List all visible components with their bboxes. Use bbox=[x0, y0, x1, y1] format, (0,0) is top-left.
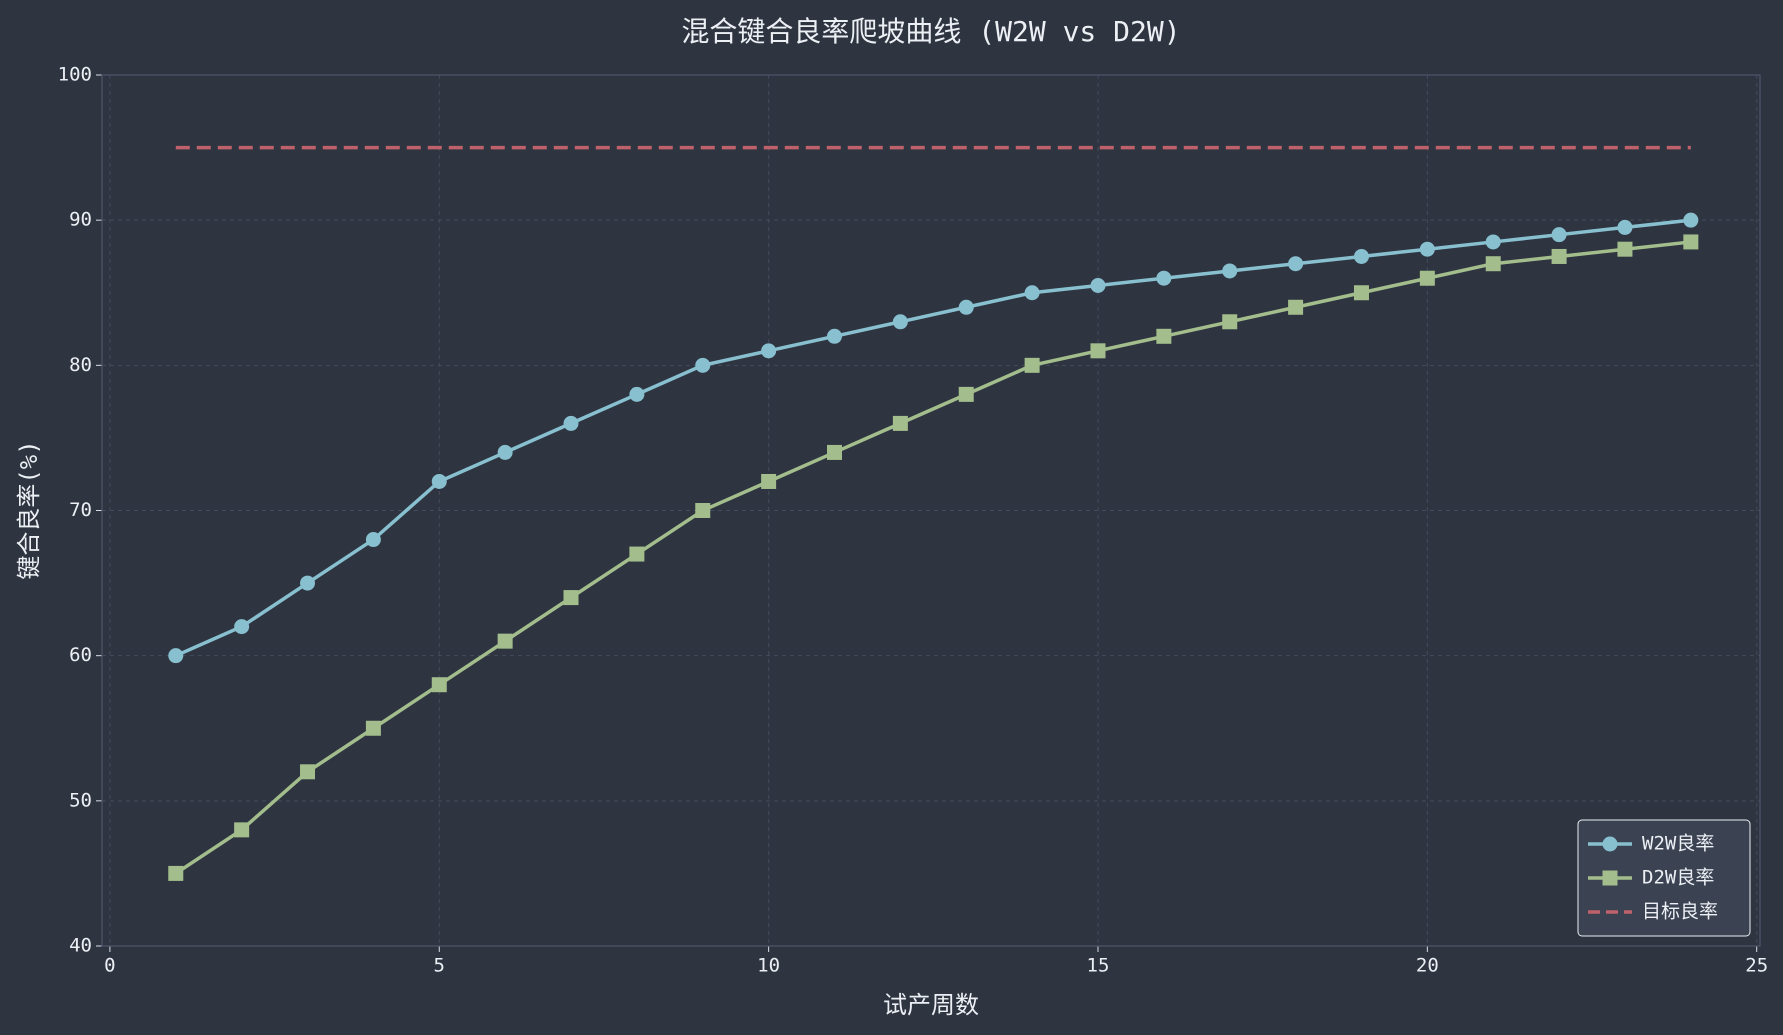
point bbox=[497, 633, 513, 649]
point bbox=[234, 619, 250, 635]
point bbox=[761, 473, 777, 489]
point bbox=[1156, 328, 1172, 344]
point bbox=[1024, 285, 1040, 301]
x-tick-label: 20 bbox=[1416, 955, 1439, 977]
point bbox=[1485, 256, 1501, 272]
y-tick-label: 70 bbox=[69, 499, 92, 521]
point bbox=[1683, 234, 1699, 250]
point bbox=[300, 764, 316, 780]
point bbox=[1353, 285, 1369, 301]
point bbox=[826, 328, 842, 344]
legend-label: W2W良率 bbox=[1642, 833, 1714, 855]
point bbox=[1090, 277, 1106, 293]
point bbox=[1156, 270, 1172, 286]
point bbox=[695, 503, 711, 518]
point bbox=[761, 343, 777, 359]
point bbox=[1288, 299, 1304, 315]
point bbox=[1090, 343, 1106, 359]
series-line bbox=[175, 218, 1692, 658]
point bbox=[958, 386, 974, 402]
point bbox=[629, 386, 645, 402]
point bbox=[1617, 241, 1633, 257]
y-tick-label: 100 bbox=[58, 64, 92, 86]
x-tick-label: 0 bbox=[104, 955, 115, 977]
point bbox=[431, 473, 447, 489]
point bbox=[1683, 212, 1699, 228]
legend-label: D2W良率 bbox=[1642, 867, 1714, 889]
point bbox=[497, 444, 513, 460]
x-tick-label: 25 bbox=[1745, 955, 1768, 977]
x-axis-label: 试产周数 bbox=[883, 991, 979, 1019]
point bbox=[892, 415, 908, 431]
point bbox=[234, 822, 250, 838]
point bbox=[1617, 219, 1633, 235]
point bbox=[1419, 270, 1435, 286]
legend-marker bbox=[1602, 836, 1618, 852]
point bbox=[629, 546, 645, 562]
point bbox=[958, 299, 974, 315]
point bbox=[1551, 227, 1567, 243]
point bbox=[1353, 248, 1369, 264]
y-tick-label: 50 bbox=[69, 789, 92, 811]
legend-label: 目标良率 bbox=[1642, 901, 1718, 923]
point bbox=[1288, 256, 1304, 272]
point bbox=[563, 590, 579, 606]
y-tick-label: 90 bbox=[69, 209, 92, 231]
point bbox=[695, 357, 711, 373]
y-axis-label: 键合良率(%) bbox=[15, 440, 43, 579]
point bbox=[1222, 314, 1238, 330]
plot-frame bbox=[101, 74, 1761, 947]
series-line bbox=[174, 240, 1692, 875]
point bbox=[892, 314, 908, 330]
point bbox=[1222, 263, 1238, 279]
x-tick-label: 15 bbox=[1087, 955, 1110, 977]
point bbox=[1419, 241, 1435, 257]
point bbox=[563, 415, 579, 431]
point bbox=[1485, 234, 1501, 250]
x-tick-label: 10 bbox=[757, 955, 780, 977]
point bbox=[168, 865, 184, 881]
y-tick-label: 60 bbox=[69, 644, 92, 666]
x-tick-label: 5 bbox=[434, 955, 445, 977]
y-tick-label: 80 bbox=[69, 354, 92, 376]
legend-box bbox=[1577, 819, 1751, 937]
point bbox=[365, 720, 381, 736]
point bbox=[365, 532, 381, 548]
point bbox=[168, 648, 184, 664]
y-tick-label: 40 bbox=[69, 935, 92, 957]
legend-marker bbox=[1602, 870, 1618, 886]
point bbox=[300, 575, 316, 591]
point bbox=[1024, 357, 1040, 373]
point bbox=[1551, 248, 1567, 264]
point bbox=[826, 444, 842, 460]
chart-title: 混合键合良率爬坡曲线 (W2W vs D2W) bbox=[681, 15, 1180, 48]
point bbox=[431, 677, 447, 693]
